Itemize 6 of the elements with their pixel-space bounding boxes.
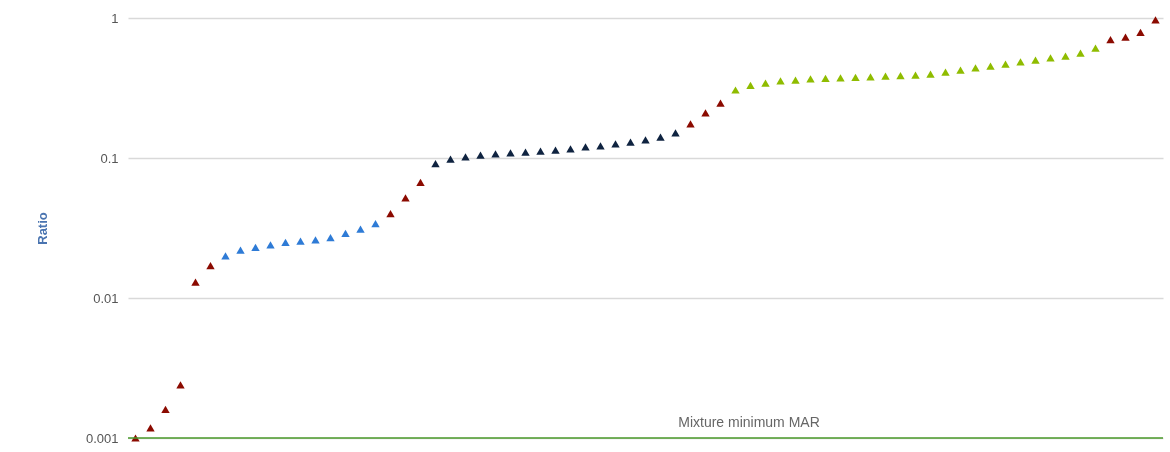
y-axis-title: Ratio [34, 212, 50, 245]
y-tick-label: 0.001 [85, 430, 119, 446]
y-tick-label: 0.1 [100, 150, 119, 166]
y-tick-label: 1 [111, 10, 119, 26]
y-tick-label: 0.01 [93, 290, 119, 306]
ref-line-label: Mixture minimum MAR [678, 414, 820, 430]
